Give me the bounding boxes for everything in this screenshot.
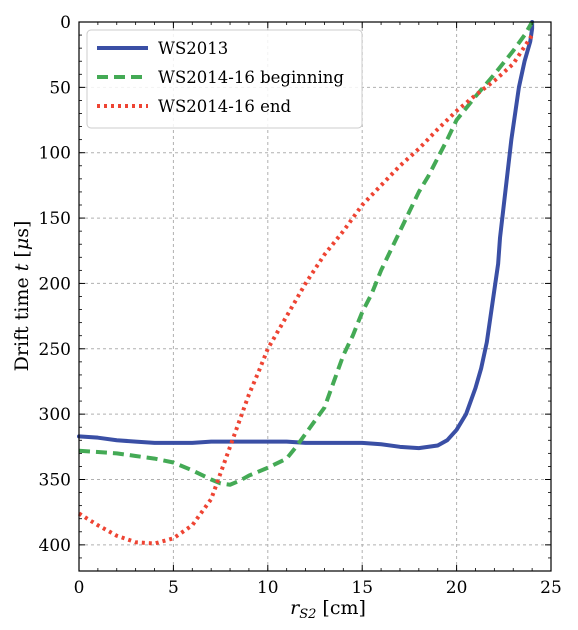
x-tick-label: 20 — [446, 578, 468, 598]
legend: WS2013 WS2014-16 beginning WS2014-16 end — [86, 29, 363, 129]
y-tick-label: 150 — [39, 209, 71, 229]
legend-label-3: WS2014-16 end — [158, 97, 291, 116]
y-tick-label: 0 — [60, 13, 71, 33]
x-tick-label: 10 — [257, 578, 279, 598]
series-line-1 — [77, 20, 535, 451]
legend-label-1: WS2013 — [158, 39, 228, 58]
x-tick-label: 0 — [74, 578, 85, 598]
legend-box — [86, 29, 363, 129]
legend-label-2: WS2014-16 beginning — [158, 68, 344, 87]
y-tick-label: 100 — [39, 144, 71, 164]
axes — [78, 21, 552, 572]
x-axis-label: rS2 [cm] — [290, 597, 366, 622]
y-tick-label: 50 — [49, 78, 71, 98]
series-line-3 — [77, 33, 534, 546]
series-lines — [77, 20, 535, 546]
y-tick-label: 400 — [39, 536, 71, 556]
y-tick-label: 200 — [39, 274, 71, 294]
x-tick-label: 15 — [351, 578, 373, 598]
series-line-2 — [78, 20, 534, 487]
x-tick-label: 25 — [540, 578, 562, 598]
y-axis-label: Drift time t [μs] — [11, 221, 33, 372]
plot-frame — [78, 21, 552, 572]
y-tick-label: 350 — [39, 471, 71, 491]
y-tick-label: 300 — [39, 405, 71, 425]
x-tick-label: 5 — [168, 578, 179, 598]
y-tick-label: 250 — [39, 340, 71, 360]
